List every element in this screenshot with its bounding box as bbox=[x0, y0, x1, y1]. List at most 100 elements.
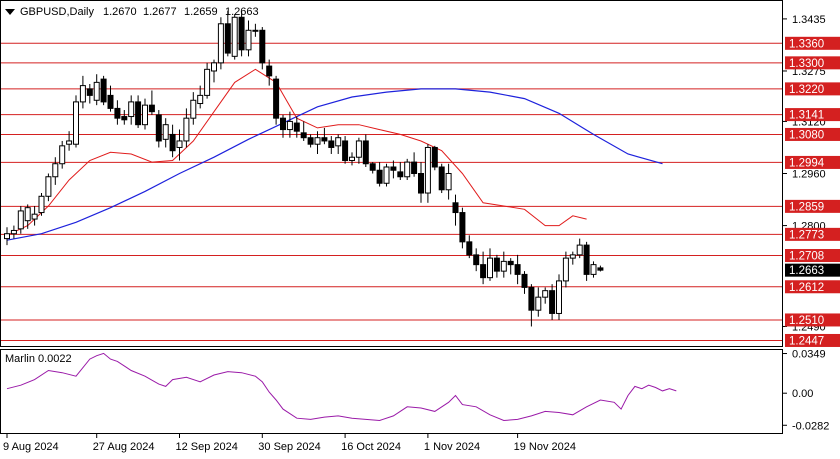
price-tick-label: 1.3435 bbox=[792, 14, 826, 26]
indicator-tick-label: 0.00 bbox=[792, 388, 813, 400]
level-label: 1.2773 bbox=[789, 229, 824, 241]
bearish-candle bbox=[238, 16, 245, 51]
ohlc-close: 1.2663 bbox=[225, 6, 259, 18]
bullish-candle bbox=[404, 161, 411, 178]
bullish-candle bbox=[142, 104, 148, 126]
level-label-box bbox=[785, 82, 840, 96]
bearish-candle bbox=[100, 78, 107, 103]
bullish-candle bbox=[183, 117, 190, 142]
bearish-candle bbox=[300, 132, 307, 139]
bearish-candle bbox=[328, 140, 335, 148]
bullish-candle bbox=[424, 146, 431, 194]
level-label: 1.2447 bbox=[789, 335, 824, 347]
bullish-candle bbox=[190, 99, 197, 119]
slow-moving-average-line bbox=[6, 88, 663, 241]
bullish-candle bbox=[45, 176, 52, 197]
bullish-candle bbox=[79, 85, 86, 103]
bearish-candle bbox=[169, 133, 176, 152]
bearish-candle bbox=[549, 290, 556, 314]
bearish-candle bbox=[224, 23, 231, 54]
collapse-triangle-icon[interactable] bbox=[5, 9, 15, 15]
level-label-box bbox=[785, 199, 840, 213]
bearish-candle bbox=[107, 94, 114, 109]
level-label: 1.3220 bbox=[789, 84, 824, 96]
bullish-candle bbox=[176, 140, 183, 148]
indicator-tick-label: -0.0282 bbox=[792, 420, 829, 432]
indicator-title: Marlin 0.0022 bbox=[5, 353, 72, 365]
bearish-candle bbox=[438, 166, 445, 191]
bullish-candle bbox=[211, 62, 217, 72]
bearish-candle bbox=[411, 161, 418, 174]
marlin-oscillator bbox=[6, 352, 677, 422]
bearish-candle bbox=[431, 146, 438, 168]
bullish-candle bbox=[52, 163, 59, 178]
bullish-candle bbox=[252, 29, 259, 32]
level-label-box bbox=[785, 127, 840, 141]
bullish-candle bbox=[10, 229, 17, 235]
level-label-box bbox=[785, 56, 840, 70]
bullish-candle bbox=[535, 296, 542, 311]
date-tick-label: 27 Aug 2024 bbox=[93, 441, 155, 453]
bearish-candle bbox=[148, 104, 155, 113]
bullish-candle bbox=[569, 254, 576, 259]
level-label-box bbox=[785, 108, 840, 122]
bullish-candle bbox=[59, 145, 66, 165]
bullish-candle bbox=[204, 68, 211, 96]
bearish-candle bbox=[480, 264, 487, 279]
level-labels: 1.3360 1.3300 1.3220 1.3141 1.3080 1.2994 1.28… bbox=[785, 36, 840, 347]
level-label: 1.2510 bbox=[789, 315, 824, 327]
bullish-candle bbox=[500, 260, 507, 272]
bearish-candle bbox=[514, 264, 521, 275]
date-tick-label: 12 Sep 2024 bbox=[176, 441, 238, 453]
date-tick-label: 9 Aug 2024 bbox=[3, 441, 59, 453]
bearish-candle bbox=[86, 88, 93, 96]
marlin-line bbox=[6, 352, 677, 422]
bullish-candle bbox=[335, 137, 342, 147]
bearish-candle bbox=[418, 173, 424, 194]
candles bbox=[4, 10, 604, 327]
bullish-candle bbox=[93, 81, 100, 101]
ohlc-low: 1.2659 bbox=[184, 6, 218, 18]
bearish-candle bbox=[155, 114, 162, 142]
bearish-candle bbox=[507, 260, 514, 266]
bearish-candle bbox=[397, 171, 404, 178]
bearish-candle bbox=[466, 241, 473, 256]
bullish-candle bbox=[31, 213, 38, 220]
level-label-box bbox=[785, 333, 840, 347]
level-label-box bbox=[785, 313, 840, 327]
indicator-axis: 0.0349 0.00 -0.0282 bbox=[782, 349, 829, 432]
bullish-candle bbox=[314, 137, 321, 145]
bearish-candle bbox=[376, 169, 383, 184]
ohlc-open: 1.2670 bbox=[103, 6, 137, 18]
bullish-candle bbox=[349, 156, 355, 161]
date-tick-label: 19 Nov 2024 bbox=[514, 441, 576, 453]
bullish-candle bbox=[66, 140, 73, 145]
current-price-tag: 1.2663 bbox=[785, 263, 840, 277]
bearish-candle bbox=[369, 163, 376, 171]
bearish-candle bbox=[259, 29, 266, 64]
bullish-candle bbox=[231, 16, 238, 57]
date-axis: 9 Aug 2024 27 Aug 2024 12 Sep 2024 30 Se… bbox=[3, 433, 576, 453]
bearish-candle bbox=[473, 254, 480, 266]
bullish-candle bbox=[128, 101, 135, 118]
bearish-candle bbox=[521, 273, 528, 288]
current-price-label: 1.2663 bbox=[789, 265, 824, 277]
bearish-candle bbox=[273, 78, 280, 119]
horizontal-levels bbox=[1, 42, 782, 341]
date-tick-label: 30 Sep 2024 bbox=[258, 441, 320, 453]
bearish-candle bbox=[452, 202, 459, 214]
indicator-panel bbox=[0, 349, 783, 434]
main-panel bbox=[0, 0, 783, 347]
level-label: 1.3080 bbox=[789, 129, 824, 141]
level-label-box bbox=[785, 249, 840, 263]
bullish-candle bbox=[73, 101, 79, 145]
level-label: 1.3300 bbox=[789, 58, 824, 70]
bearish-candle bbox=[459, 212, 466, 243]
date-tick-label: 1 Nov 2024 bbox=[424, 441, 480, 453]
bearish-candle bbox=[342, 140, 349, 161]
bearish-candle bbox=[266, 65, 273, 77]
current-price-box bbox=[785, 263, 840, 277]
bearish-candle bbox=[390, 166, 397, 171]
level-label: 1.2994 bbox=[789, 157, 825, 169]
